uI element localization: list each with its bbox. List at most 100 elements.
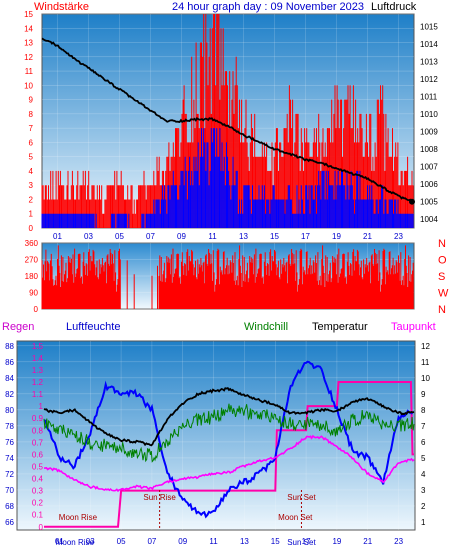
pressure-tick-label: 1015	[420, 22, 438, 31]
temp-tick-label: 4	[421, 470, 426, 479]
wind-tick-label: 2	[29, 195, 34, 204]
pressure-tick-label: 1014	[420, 40, 438, 49]
rain-tick-label: 1	[39, 402, 44, 411]
rain-tick-label: 0	[39, 523, 44, 532]
rain-tick-label: 1.3	[32, 366, 44, 375]
event-annotation: Moon Set	[278, 513, 313, 522]
direction-layer	[41, 245, 414, 309]
pressure-tick-label: 1011	[420, 92, 438, 101]
legend-temperatur: Temperatur	[312, 321, 368, 333]
wind-tick-label: 7	[29, 124, 34, 133]
temp-x-tick-label: 13	[240, 537, 249, 546]
legend-taupunkt: Taupunkt	[391, 321, 436, 333]
wind-tick-label: 14	[24, 24, 33, 33]
humidity-tick-label: 76	[5, 438, 14, 447]
wind-tick-label: 12	[24, 53, 33, 62]
legend-regen: Regen	[2, 321, 34, 333]
pressure-tick-label: 1005	[420, 198, 438, 207]
wind-x-tick-label: 07	[146, 232, 155, 241]
rain-tick-label: 0.9	[32, 414, 44, 423]
pressure-tick-label: 1004	[420, 215, 438, 224]
rain-tick-label: 1.5	[32, 342, 44, 351]
wind-strength-title: Windstärke	[34, 1, 89, 13]
pressure-tick-label: 1009	[420, 128, 438, 137]
temp-tick-label: 2	[421, 502, 426, 511]
wind-tick-label: 4	[29, 167, 34, 176]
humidity-tick-label: 86	[5, 358, 14, 367]
temp-x-tick-label: 11	[209, 537, 218, 546]
pressure-end-marker	[409, 198, 415, 205]
humidity-tick-label: 88	[5, 342, 14, 351]
wind-average-series	[41, 128, 414, 228]
pressure-series	[41, 37, 415, 203]
temp-x-tick-label: 03	[86, 537, 95, 546]
rain-tick-label: 1.4	[32, 354, 44, 363]
compass-label: N	[438, 304, 446, 316]
wind-x-tick-label: 01	[53, 232, 62, 241]
rain-tick-label: 1.2	[32, 378, 44, 387]
wind-x-tick-label: 15	[270, 232, 279, 241]
temp-tick-label: 7	[421, 422, 426, 431]
humidity-tick-label: 80	[5, 406, 14, 415]
rain-tick-label: 0.4	[32, 475, 44, 484]
pressure-title: Luftdruck	[371, 1, 417, 13]
temp-tick-label: 6	[421, 438, 426, 447]
wind-x-tick-label: 05	[115, 232, 124, 241]
pressure-tick-label: 1010	[420, 110, 438, 119]
legend-windchill: Windchill	[244, 321, 288, 333]
direction-tick-label: 0	[34, 305, 39, 314]
rain-tick-label: 0.6	[32, 450, 44, 459]
wind-tick-label: 6	[29, 138, 34, 147]
humidity-series	[43, 360, 414, 519]
pressure-tick-label: 1013	[420, 57, 438, 66]
humidity-tick-label: 84	[5, 374, 14, 383]
compass-label: N	[438, 238, 446, 250]
wind-tick-label: 9	[29, 96, 34, 105]
axes-layer: 0123456789101112131415100410051006100710…	[5, 10, 449, 546]
humidity-tick-label: 82	[5, 390, 14, 399]
compass-label: O	[438, 255, 447, 267]
event-annotation: Sun Rise	[143, 493, 176, 502]
wind-x-tick-label: 03	[84, 232, 93, 241]
wind-x-tick-label: 09	[177, 232, 186, 241]
pressure-tick-label: 1012	[420, 75, 438, 84]
temp-tick-label: 9	[421, 390, 426, 399]
rain-tick-label: 0.5	[32, 462, 44, 471]
compass-label: S	[438, 271, 445, 283]
event-annotation: Sun Set	[287, 538, 316, 547]
wind-tick-label: 13	[24, 39, 33, 48]
wind-x-tick-label: 23	[394, 232, 403, 241]
rain-tick-label: 1.1	[32, 390, 44, 399]
pressure-tick-label: 1007	[420, 163, 438, 172]
humidity-tick-label: 74	[5, 454, 14, 463]
event-annotation: Moon Rise	[56, 538, 95, 547]
wind-tick-label: 1	[29, 210, 34, 219]
rain-tick-label: 0.7	[32, 438, 44, 447]
temp-tick-label: 10	[421, 374, 430, 383]
wind-tick-label: 8	[29, 110, 34, 119]
wind-tick-label: 5	[29, 153, 34, 162]
compass-label: W	[438, 288, 449, 300]
direction-tick-label: 360	[25, 239, 39, 248]
temp-x-tick-label: 07	[147, 537, 156, 546]
wind-direction-series	[41, 245, 414, 309]
wind-x-tick-label: 19	[332, 232, 341, 241]
temp-tick-label: 3	[421, 486, 426, 495]
humidity-tick-label: 68	[5, 502, 14, 511]
temp-x-tick-label: 19	[332, 537, 341, 546]
wind-tick-label: 15	[24, 10, 33, 19]
event-annotation: Moon Rise	[59, 513, 98, 522]
temp-tick-label: 12	[421, 342, 430, 351]
humidity-tick-label: 66	[5, 518, 14, 527]
temp-tick-label: 5	[421, 454, 426, 463]
temp-x-tick-label: 01	[55, 537, 64, 546]
wind-x-tick-label: 13	[239, 232, 248, 241]
temperature-series	[43, 387, 415, 447]
direction-tick-label: 90	[29, 289, 38, 298]
rain-tick-label: 0.3	[32, 487, 44, 496]
pressure-tick-label: 1008	[420, 145, 438, 154]
legend-luftfeuchte: Luftfeuchte	[66, 321, 120, 333]
temp-x-tick-label: 23	[394, 537, 403, 546]
temp-x-tick-label: 17	[302, 537, 311, 546]
